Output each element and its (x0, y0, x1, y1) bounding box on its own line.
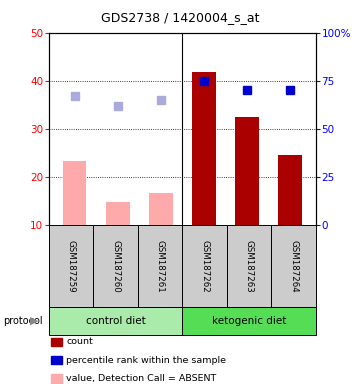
Text: protocol: protocol (4, 316, 43, 326)
Bar (235, 117, 259, 225)
Text: ▶: ▶ (30, 316, 39, 326)
Text: ketogenic diet: ketogenic diet (212, 316, 286, 326)
Text: GSM187264: GSM187264 (289, 240, 298, 292)
Text: value, Detection Call = ABSENT: value, Detection Call = ABSENT (66, 374, 217, 383)
Text: percentile rank within the sample: percentile rank within the sample (66, 356, 226, 365)
Text: GSM187260: GSM187260 (111, 240, 120, 292)
Text: GDS2738 / 1420004_s_at: GDS2738 / 1420004_s_at (101, 11, 260, 24)
Bar (106, 202, 130, 225)
Text: GSM187263: GSM187263 (245, 240, 253, 292)
Bar (192, 72, 216, 225)
Bar (278, 155, 302, 225)
Text: GSM187259: GSM187259 (66, 240, 75, 292)
Text: GSM187262: GSM187262 (200, 240, 209, 292)
Text: count: count (66, 337, 93, 346)
Text: control diet: control diet (86, 316, 145, 326)
Text: GSM187261: GSM187261 (156, 240, 165, 292)
Bar (63, 161, 86, 225)
Bar (149, 193, 173, 225)
